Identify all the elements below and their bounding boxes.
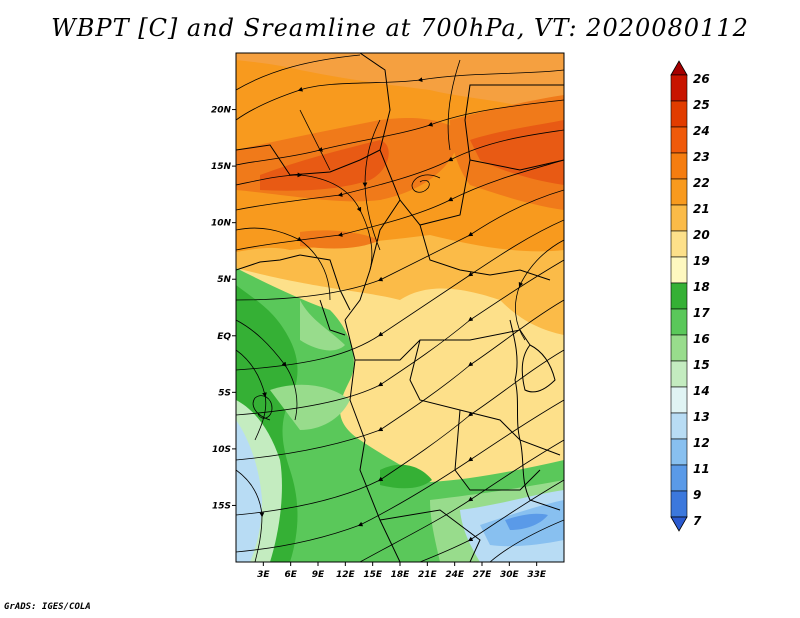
- colorbar-segment: [670, 282, 688, 310]
- map-title: WBPT [C] and Sreamline at 700hPa, VT: 20…: [51, 14, 749, 42]
- colorbar-segment: [670, 464, 688, 492]
- lon-tick-label: 12E: [336, 570, 356, 580]
- lon-tick-label: 3E: [257, 570, 270, 580]
- lat-tick-label: 5N: [217, 275, 231, 285]
- colorbar-label: 18: [693, 280, 710, 294]
- colorbar-label: 17: [693, 306, 710, 320]
- colorbar-segment: [670, 152, 688, 180]
- colorbar-segment: [670, 100, 688, 128]
- colorbar-segment: [670, 386, 688, 414]
- colorbar-segment: [670, 490, 688, 518]
- colorbar-label: 7: [693, 514, 702, 528]
- colorbar-label: 15: [693, 358, 710, 372]
- lon-tick-label: 24E: [445, 570, 465, 580]
- lat-tick-label: EQ: [217, 332, 231, 342]
- lon-tick-label: 30E: [500, 570, 520, 580]
- colorbar-label: 20: [693, 228, 710, 242]
- colorbar-segment: [670, 204, 688, 232]
- colorbar: 26 25 24 23 22 21 20 19 18 17 16 15 14 13 12 11 9 7: [670, 60, 710, 532]
- colorbar-bottom-arrow: [670, 516, 688, 532]
- lat-tick-label: 10S: [212, 445, 231, 455]
- colorbar-label: 12: [693, 436, 710, 450]
- colorbar-segment: [670, 360, 688, 388]
- lon-tick-label: 6E: [284, 570, 297, 580]
- lon-tick-label: 27E: [473, 570, 493, 580]
- colorbar-label: 9: [693, 488, 701, 502]
- streamlines: [236, 54, 564, 562]
- colorbar-label: 25: [693, 98, 710, 112]
- colorbar-segment: [670, 412, 688, 440]
- colorbar-label: 23: [693, 150, 710, 164]
- colorbar-segment: [670, 126, 688, 154]
- colorbar-segment: [670, 308, 688, 336]
- colorbar-segment: [670, 178, 688, 206]
- lat-tick-label: 20N: [211, 106, 232, 116]
- colorbar-segment: [670, 438, 688, 466]
- colorbar-label: 22: [693, 176, 710, 190]
- latitude-axis: 20N 15N 10N 5N EQ 5S 10S 15S: [211, 106, 236, 511]
- colorbar-label: 16: [693, 332, 710, 346]
- credit-text: GrADS: IGES/COLA: [4, 602, 91, 612]
- longitude-axis: 3E 6E 9E 12E 15E 18E 21E 24E 27E 30E 33E: [257, 562, 547, 580]
- colorbar-top-arrow: [670, 60, 688, 76]
- colorbar-label: 24: [693, 124, 710, 138]
- lat-tick-label: 15N: [211, 162, 232, 172]
- colorbar-segment: [670, 334, 688, 362]
- lat-tick-label: 15S: [212, 501, 231, 511]
- lon-tick-label: 9E: [312, 570, 325, 580]
- lon-tick-label: 33E: [527, 570, 547, 580]
- wbpt-shading: [236, 53, 564, 562]
- colorbar-segment: [670, 256, 688, 284]
- colorbar-label: 11: [693, 462, 710, 476]
- lon-tick-label: 21E: [418, 570, 438, 580]
- colorbar-segment: [670, 74, 688, 102]
- colorbar-label: 14: [693, 384, 710, 398]
- lat-tick-label: 5S: [218, 388, 231, 398]
- lon-tick-label: 18E: [391, 570, 411, 580]
- colorbar-label: 26: [693, 72, 710, 86]
- colorbar-label: 19: [693, 254, 710, 268]
- lon-tick-label: 15E: [363, 570, 383, 580]
- colorbar-label: 13: [693, 410, 710, 424]
- colorbar-segment: [670, 230, 688, 258]
- colorbar-label: 21: [693, 202, 710, 216]
- lat-tick-label: 10N: [211, 219, 232, 229]
